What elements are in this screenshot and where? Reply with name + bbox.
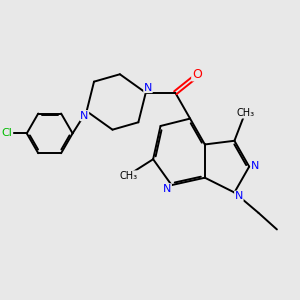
Text: O: O [192, 68, 202, 81]
Text: N: N [144, 82, 152, 93]
Text: CH₃: CH₃ [237, 108, 255, 118]
Text: N: N [251, 161, 260, 171]
Text: CH₃: CH₃ [119, 171, 137, 181]
Text: N: N [235, 191, 243, 201]
Text: Cl: Cl [2, 128, 13, 138]
Text: N: N [80, 111, 88, 121]
Text: N: N [163, 184, 171, 194]
